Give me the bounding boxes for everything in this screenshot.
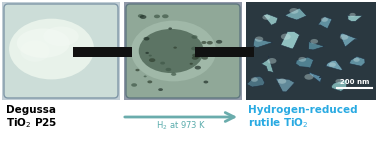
Polygon shape (263, 14, 278, 25)
Ellipse shape (131, 21, 216, 81)
Text: rutile TiO$_2$: rutile TiO$_2$ (248, 116, 308, 130)
Ellipse shape (135, 69, 139, 71)
Ellipse shape (267, 58, 276, 64)
Ellipse shape (160, 62, 165, 65)
Ellipse shape (174, 47, 177, 49)
Polygon shape (296, 57, 313, 68)
Ellipse shape (201, 41, 206, 44)
Ellipse shape (20, 40, 50, 62)
Ellipse shape (144, 76, 147, 77)
Ellipse shape (195, 66, 201, 70)
Ellipse shape (255, 37, 263, 42)
Ellipse shape (17, 28, 70, 58)
Ellipse shape (140, 15, 146, 19)
FancyBboxPatch shape (124, 2, 242, 100)
Ellipse shape (216, 40, 222, 44)
Ellipse shape (262, 15, 270, 20)
Ellipse shape (147, 80, 152, 83)
Polygon shape (309, 72, 322, 82)
Ellipse shape (191, 47, 197, 50)
Ellipse shape (154, 14, 160, 18)
Ellipse shape (251, 77, 258, 82)
Ellipse shape (192, 54, 197, 57)
Ellipse shape (162, 14, 169, 18)
Ellipse shape (192, 56, 198, 60)
Ellipse shape (166, 68, 171, 71)
Polygon shape (246, 76, 265, 87)
Ellipse shape (290, 8, 299, 14)
Polygon shape (347, 15, 363, 21)
Ellipse shape (304, 74, 313, 80)
Polygon shape (253, 38, 273, 47)
Ellipse shape (329, 62, 336, 67)
Ellipse shape (310, 39, 318, 44)
Polygon shape (331, 79, 347, 91)
FancyBboxPatch shape (4, 4, 118, 98)
FancyBboxPatch shape (126, 4, 240, 98)
Ellipse shape (191, 35, 198, 39)
Ellipse shape (281, 33, 291, 40)
Ellipse shape (207, 41, 213, 45)
Polygon shape (276, 78, 295, 92)
Bar (73, 47, 132, 57)
Text: 200 nm: 200 nm (340, 79, 369, 85)
Ellipse shape (349, 13, 356, 17)
Ellipse shape (298, 57, 306, 62)
Ellipse shape (340, 34, 348, 40)
Ellipse shape (139, 29, 204, 73)
Text: Hydrogen-reduced: Hydrogen-reduced (248, 105, 358, 115)
Ellipse shape (321, 17, 328, 22)
FancyBboxPatch shape (246, 2, 376, 100)
Bar (195, 47, 254, 57)
Ellipse shape (146, 52, 149, 54)
Text: TiO$_2$ P25: TiO$_2$ P25 (6, 116, 57, 130)
Text: H$_2$ at 973 K: H$_2$ at 973 K (156, 120, 206, 133)
Ellipse shape (131, 83, 137, 87)
Ellipse shape (335, 79, 343, 84)
Ellipse shape (158, 88, 163, 91)
Ellipse shape (43, 27, 79, 46)
Ellipse shape (149, 55, 152, 57)
Polygon shape (318, 17, 332, 29)
Ellipse shape (201, 56, 208, 60)
Polygon shape (285, 8, 307, 20)
Polygon shape (261, 56, 273, 72)
Ellipse shape (144, 37, 149, 41)
Text: Degussa: Degussa (6, 105, 56, 115)
Ellipse shape (138, 14, 144, 18)
Ellipse shape (203, 80, 208, 83)
Polygon shape (349, 56, 365, 66)
Polygon shape (308, 42, 325, 50)
Polygon shape (281, 32, 300, 49)
Ellipse shape (353, 58, 360, 62)
Polygon shape (340, 33, 358, 47)
Ellipse shape (171, 73, 176, 76)
Polygon shape (325, 60, 343, 70)
FancyBboxPatch shape (2, 2, 120, 100)
Ellipse shape (195, 56, 200, 59)
Ellipse shape (9, 19, 94, 79)
Ellipse shape (168, 27, 172, 30)
Ellipse shape (149, 58, 155, 62)
Ellipse shape (278, 78, 286, 84)
Ellipse shape (190, 63, 193, 65)
